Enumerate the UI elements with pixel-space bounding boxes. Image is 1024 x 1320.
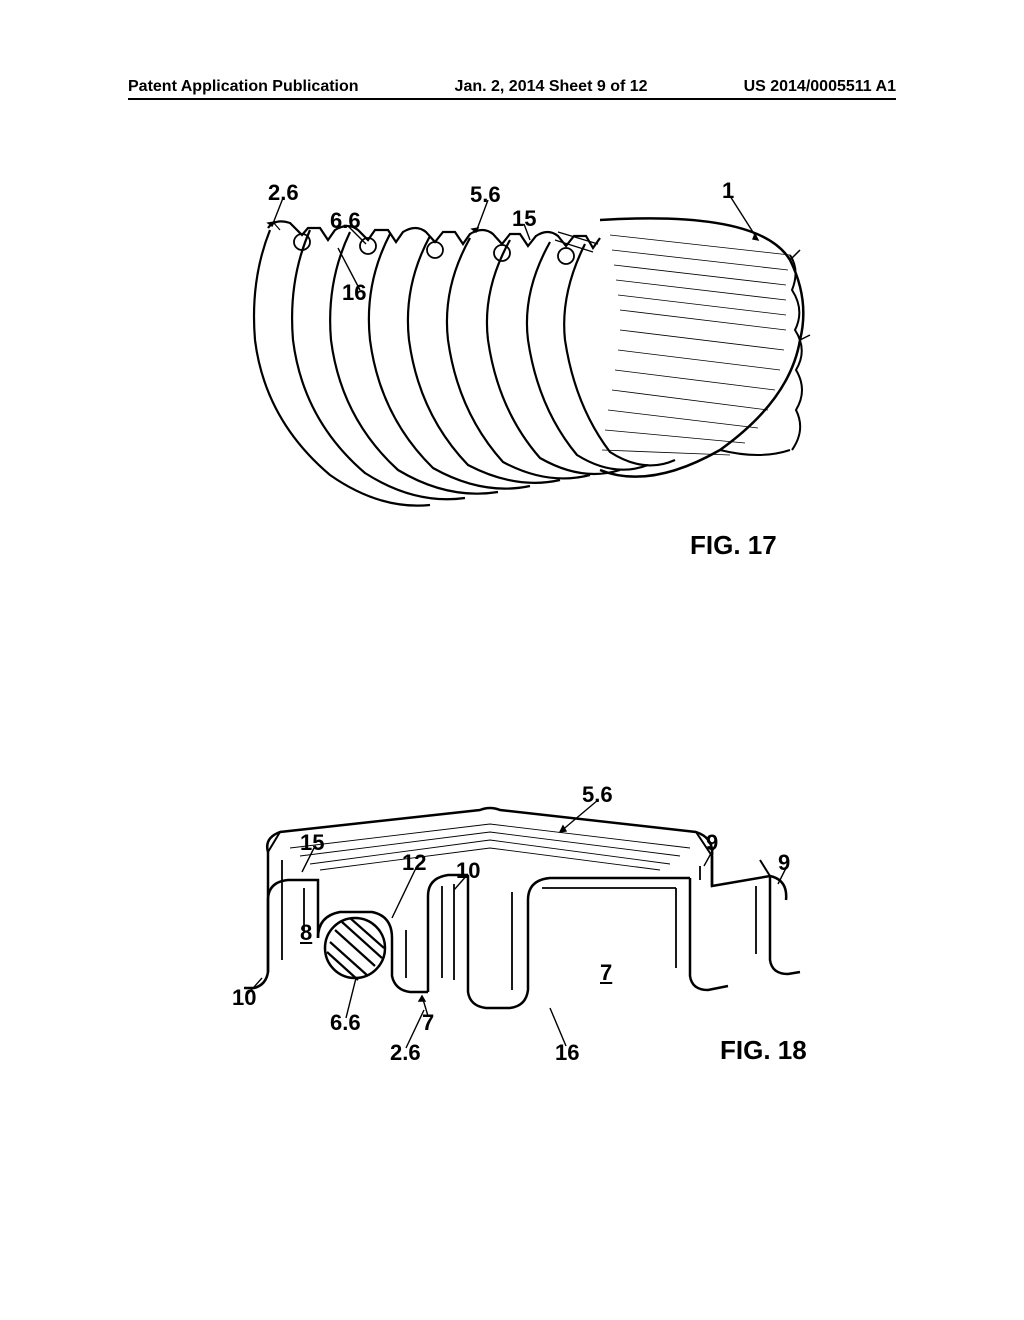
ref-18-3: 10 xyxy=(456,858,480,884)
figure-18-drawing xyxy=(0,0,1024,1320)
ref-18-5: 9 xyxy=(778,850,790,876)
ref-18-11: 2.6 xyxy=(390,1040,421,1066)
ref-17-4: 16 xyxy=(342,280,366,306)
ref-17-0: 2.6 xyxy=(268,180,299,206)
ref-18-9: 6.6 xyxy=(330,1010,361,1036)
ref-18-12: 16 xyxy=(555,1040,579,1066)
ref-18-10: 7 xyxy=(422,1010,434,1036)
fig17-label: FIG. 17 xyxy=(690,530,777,561)
ref-18-1: 15 xyxy=(300,830,324,856)
ref-17-1: 6.6 xyxy=(330,208,361,234)
ref-18-6: 8 xyxy=(300,920,312,946)
ref-17-3: 15 xyxy=(512,206,536,232)
ref-17-2: 5.6 xyxy=(470,182,501,208)
ref-18-7: 7 xyxy=(600,960,612,986)
fig18-label: FIG. 18 xyxy=(720,1035,807,1066)
ref-17-5: 1 xyxy=(722,178,734,204)
ref-18-4: 9 xyxy=(706,830,718,856)
ref-18-0: 5.6 xyxy=(582,782,613,808)
ref-18-8: 10 xyxy=(232,985,256,1011)
ref-18-2: 12 xyxy=(402,850,426,876)
